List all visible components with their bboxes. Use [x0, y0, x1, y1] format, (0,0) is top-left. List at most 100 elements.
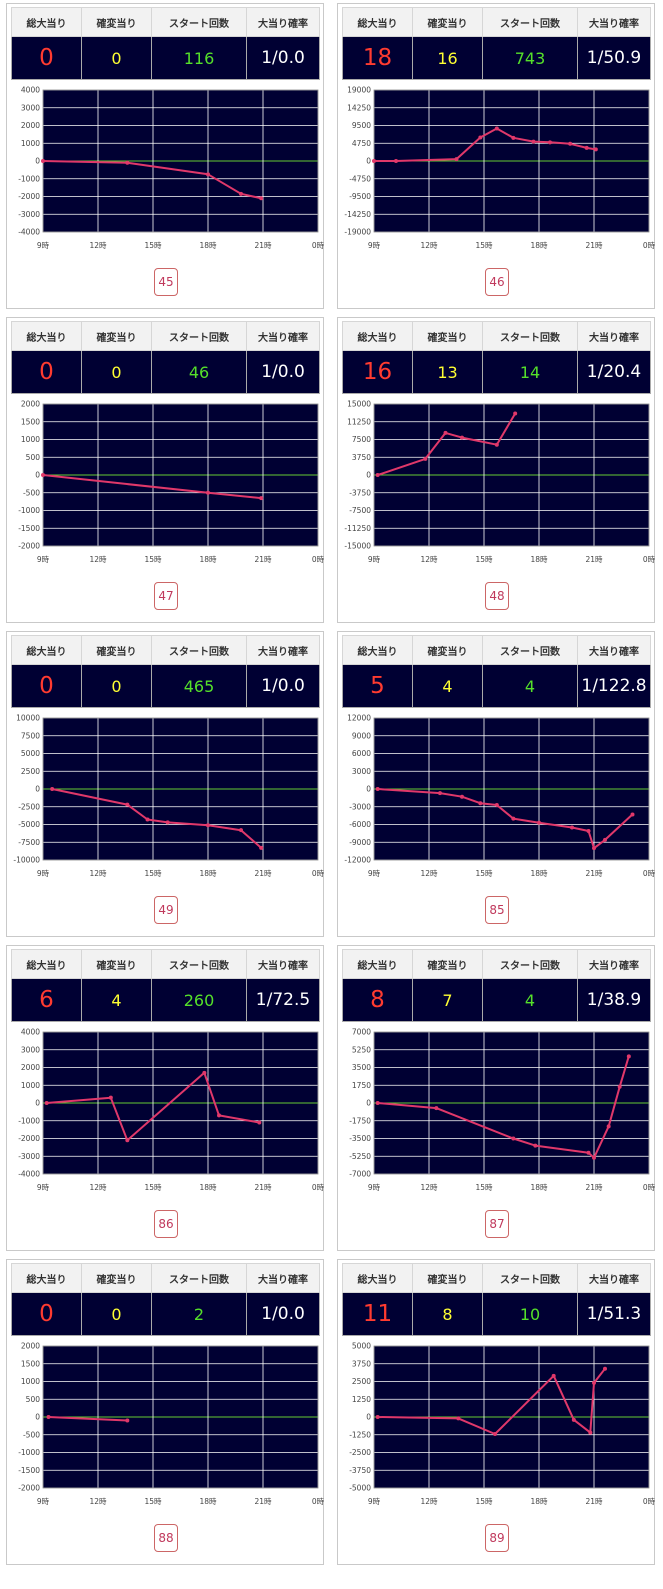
x-tick-label: 12時	[89, 555, 107, 564]
difference-chart: 19000 14250 9500 4750 0 -4750 -9500 -14250 -1900…	[344, 86, 655, 251]
header-kakuhen-hits: 確変当り	[81, 635, 152, 665]
hit-rate-value: 1/0.0	[246, 664, 320, 708]
start-count-value: 14	[482, 350, 578, 394]
header-start-count: スタート回数	[482, 321, 578, 351]
y-tick-label: -1000	[18, 1116, 40, 1125]
header-kakuhen-hits: 確変当り	[412, 1263, 483, 1293]
machine-card: 総大当り 確変当り スタート回数 大当り確率 0 0 465 1/0.0 10000 7500 50…	[6, 631, 325, 937]
y-tick-label: 500	[26, 1395, 41, 1404]
stats-header-row: 総大当り 確変当り スタート回数 大当り確率	[342, 7, 651, 37]
x-tick-label: 9時	[368, 1183, 381, 1192]
y-tick-label: -3750	[349, 1466, 371, 1475]
stats-table: 総大当り 確変当り スタート回数 大当り確率 0 0 46 1/0.0	[11, 321, 320, 394]
data-point	[206, 490, 210, 495]
x-tick-label: 0時	[312, 241, 325, 250]
x-tick-label: 0時	[643, 1183, 656, 1192]
y-tick-label: 1000	[21, 139, 40, 148]
x-tick-label: 18時	[530, 241, 548, 250]
header-kakuhen-hits: 確変当り	[412, 7, 483, 37]
x-tick-label: 9時	[37, 869, 50, 878]
stats-header-row: 総大当り 確変当り スタート回数 大当り確率	[342, 321, 651, 351]
stats-table: 総大当り 確変当り スタート回数 大当り確率 18 16 743 1/50.9	[342, 7, 651, 80]
y-tick-label: 6000	[352, 749, 371, 758]
difference-chart: 2000 1500 1000 500 0 -500 -1000 -1500 -2000 9時 12時…	[18, 1342, 324, 1507]
machine-number-badge[interactable]: 46	[485, 268, 509, 296]
x-tick-label: 15時	[475, 1183, 493, 1192]
y-tick-label: 3000	[352, 767, 371, 776]
y-tick-label: 1500	[21, 417, 40, 426]
header-hit-rate: 大当り確率	[246, 949, 320, 979]
data-point	[375, 1415, 380, 1419]
machine-card: 総大当り 確変当り スタート回数 大当り確率 11 8 10 1/51.3 5000 3750 25…	[337, 1259, 656, 1565]
header-total-hits: 総大当り	[342, 321, 413, 351]
y-tick-label: 19000	[347, 86, 371, 95]
machine-number-badge[interactable]: 85	[485, 896, 509, 924]
machine-number-badge[interactable]: 88	[154, 1524, 178, 1552]
x-tick-label: 21時	[254, 555, 272, 564]
x-tick-label: 21時	[585, 555, 603, 564]
stats-table: 総大当り 確変当り スタート回数 大当り確率 6 4 260 1/72.5	[11, 949, 320, 1022]
stats-table: 総大当り 確変当り スタート回数 大当り確率 8 7 4 1/38.9	[342, 949, 651, 1022]
total-hits-value: 18	[342, 36, 413, 80]
hit-rate-value: 1/0.0	[246, 1292, 320, 1336]
data-point	[531, 139, 536, 144]
y-tick-label: -1750	[349, 1116, 371, 1125]
x-tick-label: 9時	[37, 555, 50, 564]
y-tick-label: -3750	[349, 488, 371, 497]
machine-number-badge[interactable]: 48	[485, 582, 509, 610]
x-tick-label: 12時	[89, 869, 107, 878]
machine-number-badge[interactable]: 47	[154, 582, 178, 610]
kakuhen-hits-value: 0	[81, 1292, 152, 1336]
x-tick-label: 0時	[643, 869, 656, 878]
y-tick-label: 0	[35, 785, 40, 794]
machine-card: 総大当り 確変当り スタート回数 大当り確率 5 4 4 1/122.8 12000 9000 60…	[337, 631, 656, 937]
kakuhen-hits-value: 4	[412, 664, 483, 708]
header-start-count: スタート回数	[151, 1263, 247, 1293]
x-tick-label: 12時	[420, 869, 438, 878]
x-tick-label: 18時	[199, 869, 217, 878]
data-point	[460, 435, 464, 440]
y-tick-label: -9500	[349, 192, 371, 201]
data-point	[617, 1084, 622, 1089]
machine-card: 総大当り 確変当り スタート回数 大当り確率 8 7 4 1/38.9 7000 5250 3500…	[337, 945, 656, 1251]
data-point	[375, 473, 380, 477]
start-count-value: 4	[482, 664, 578, 708]
header-kakuhen-hits: 確変当り	[81, 1263, 152, 1293]
machine-number-badge[interactable]: 49	[154, 896, 178, 924]
header-total-hits: 総大当り	[11, 321, 82, 351]
header-total-hits: 総大当り	[11, 949, 82, 979]
data-point	[125, 802, 130, 807]
total-hits-value: 0	[11, 1292, 82, 1336]
machine-number-badge[interactable]: 45	[154, 268, 178, 296]
hit-rate-value: 1/72.5	[246, 978, 320, 1022]
plot-border	[373, 403, 650, 547]
data-point	[50, 787, 55, 791]
y-tick-label: -7500	[349, 506, 371, 515]
machine-number-badge[interactable]: 86	[154, 1210, 178, 1238]
y-tick-label: -1000	[18, 1448, 40, 1457]
header-hit-rate: 大当り確率	[577, 949, 651, 979]
stats-value-row: 0 0 46 1/0.0	[11, 350, 320, 394]
x-tick-label: 9時	[368, 1497, 381, 1506]
machine-number-badge[interactable]: 87	[485, 1210, 509, 1238]
data-point	[570, 825, 574, 830]
data-point	[494, 802, 499, 807]
x-tick-label: 21時	[585, 1183, 603, 1192]
difference-chart: 4000 3000 2000 1000 0 -1000 -2000 -3000 -4000 9時 1…	[18, 1028, 324, 1193]
series-line	[377, 788, 634, 850]
data-point	[592, 1380, 596, 1385]
header-start-count: スタート回数	[482, 7, 578, 37]
y-tick-label: 4000	[21, 86, 40, 95]
stats-value-row: 16 13 14 1/20.4	[342, 350, 651, 394]
y-tick-label: -1500	[18, 524, 40, 533]
x-tick-label: 9時	[37, 1497, 50, 1506]
machine-number-badge[interactable]: 89	[485, 1524, 509, 1552]
x-tick-label: 9時	[368, 241, 381, 250]
data-point	[259, 845, 264, 850]
difference-chart: 4000 3000 2000 1000 0 -1000 -2000 -3000 -4000 9時 1…	[18, 86, 325, 251]
header-total-hits: 総大当り	[342, 7, 413, 37]
x-tick-label: 21時	[254, 869, 272, 878]
y-tick-label: -2000	[18, 192, 40, 201]
total-hits-value: 11	[342, 1292, 413, 1336]
start-count-value: 260	[151, 978, 247, 1022]
